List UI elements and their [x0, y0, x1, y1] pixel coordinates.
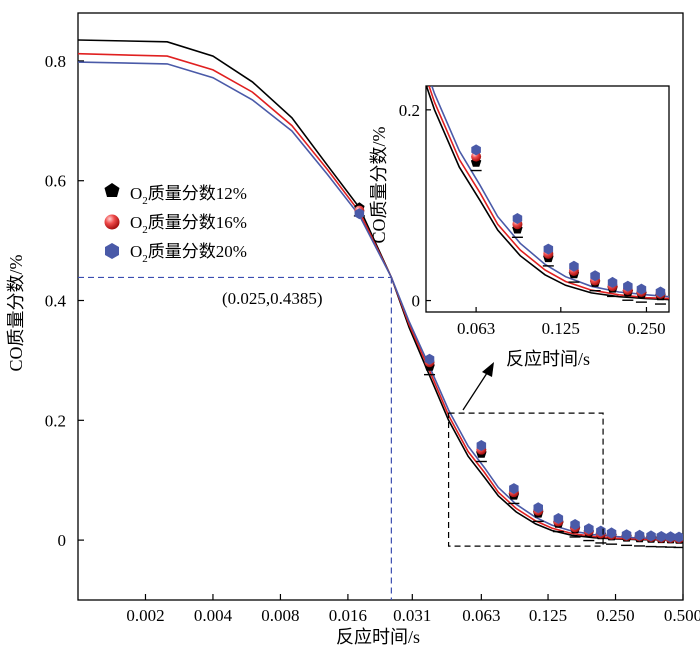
data-point-s2 — [646, 530, 656, 542]
data-point-s2 — [354, 208, 365, 220]
zoom-arrow — [462, 362, 494, 411]
y-tick-label: 0.8 — [45, 52, 66, 71]
inset-data-point-s2 — [636, 283, 647, 295]
x-tick-label: 0.125 — [529, 606, 567, 625]
data-point-s2 — [476, 440, 487, 451]
inset-y-tick-label: 0 — [412, 292, 421, 311]
data-point-s2 — [634, 529, 645, 541]
inset-x-tick-label: 0.063 — [457, 319, 495, 338]
data-point-s2 — [509, 483, 519, 495]
data-point-s2 — [606, 527, 617, 539]
legend-label-12: O2质量分数12% — [130, 184, 247, 207]
inset-data-point-s2 — [590, 270, 600, 282]
inset-data-point-s2 — [512, 213, 523, 224]
data-point-s2 — [533, 502, 543, 514]
y-tick-label: 0.6 — [45, 172, 66, 191]
x-tick-label: 0.002 — [126, 606, 164, 625]
inset-plot-area — [425, 85, 670, 313]
legend-item-12: O2质量分数12% — [104, 183, 247, 207]
inset-series-line-2 — [431, 86, 669, 298]
series-line-2 — [78, 61, 683, 540]
x-tick-label: 0.063 — [462, 606, 500, 625]
x-tick-label: 0.031 — [393, 606, 431, 625]
inset-data-point-s2 — [569, 260, 579, 272]
inset-y-tick-label: 0.2 — [399, 101, 420, 120]
legend-item-20: O2质量分数20% — [105, 242, 247, 265]
y-tick-label: 0.4 — [45, 292, 67, 311]
data-point-s2 — [621, 529, 632, 541]
x-tick-label: 0.250 — [596, 606, 634, 625]
data-point-s2 — [570, 519, 580, 530]
data-point-s2 — [584, 523, 594, 535]
inset-data-point-s2 — [471, 144, 481, 156]
data-point-s2 — [553, 513, 564, 524]
legend-marker-black — [104, 183, 120, 197]
data-point-s2 — [674, 531, 683, 543]
data-point-s2 — [665, 531, 676, 543]
legend-marker-red — [104, 214, 120, 230]
data-point-s2 — [656, 531, 666, 542]
inset-series-line-1 — [428, 86, 669, 300]
legend-label-16: O2质量分数16% — [130, 213, 247, 236]
inset-x-axis-title: 反应时间/s — [506, 349, 590, 369]
inset-data-point-s1 — [471, 151, 482, 162]
legend-item-16: O2质量分数16% — [104, 213, 247, 236]
legend-marker-blue — [105, 243, 119, 259]
x-tick-label: 0.008 — [261, 606, 299, 625]
zoom-region-box — [447, 412, 604, 547]
inset-x-tick-label: 0.125 — [542, 319, 580, 338]
inset-data-point-s2 — [543, 243, 554, 255]
inset-y-axis-title: CO质量分数/% — [369, 126, 389, 243]
x-tick-label: 0.016 — [329, 606, 367, 625]
inset-series-line-0 — [426, 86, 669, 301]
x-axis-title: 反应时间/s — [336, 627, 420, 647]
legend-label-20: O2质量分数20% — [130, 242, 247, 265]
inset-data-point-s2 — [655, 286, 666, 298]
y-tick-label: 0 — [58, 531, 67, 550]
inset-data-point-s2 — [623, 280, 633, 292]
y-axis-title: CO质量分数/% — [6, 254, 26, 371]
data-point-s2 — [424, 353, 435, 365]
inset-data-point-s2 — [607, 276, 618, 288]
inset-x-tick-label: 0.250 — [627, 319, 665, 338]
y-tick-label: 0.2 — [45, 411, 66, 430]
legend: O2质量分数12% O2质量分数16% O2质量分数20% — [104, 183, 247, 265]
annotation-label: (0.025,0.4385) — [222, 289, 323, 308]
x-tick-label: 0.004 — [194, 606, 233, 625]
x-tick-label: 0.500 — [664, 606, 700, 625]
